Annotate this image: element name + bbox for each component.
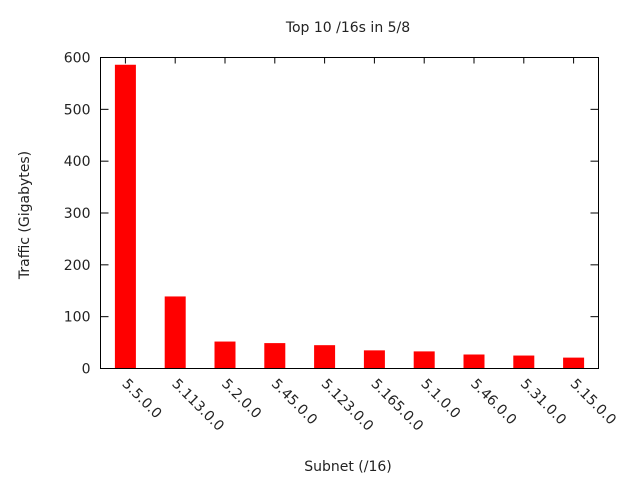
bars bbox=[114, 64, 585, 369]
x-tick-label: 5.45.0.0 bbox=[268, 376, 320, 428]
y-tick-label: 0 bbox=[82, 362, 91, 378]
bar bbox=[164, 296, 186, 369]
x-tick-label: 5.123.0.0 bbox=[318, 376, 377, 435]
y-tick-label: 300 bbox=[64, 206, 91, 222]
x-tick-label: 5.15.0.0 bbox=[567, 376, 619, 428]
plot-frame bbox=[100, 57, 599, 369]
x-tick-label: 5.5.0.0 bbox=[119, 376, 165, 422]
x-tick-label: 5.1.0.0 bbox=[417, 376, 463, 422]
x-tick-label: 5.113.0.0 bbox=[168, 376, 227, 435]
x-tick-label: 5.46.0.0 bbox=[467, 376, 519, 428]
bar bbox=[513, 355, 535, 369]
bar bbox=[363, 350, 385, 369]
x-tick-label: 5.31.0.0 bbox=[517, 376, 569, 428]
bar bbox=[214, 341, 236, 369]
bar bbox=[114, 64, 136, 369]
x-axis-label: Subnet (/16) bbox=[304, 459, 392, 475]
bar bbox=[264, 343, 286, 369]
y-tick-label: 600 bbox=[64, 51, 91, 67]
bar bbox=[314, 345, 336, 369]
y-axis-label: Traffic (Gigabytes) bbox=[17, 151, 33, 280]
x-tick-label: 5.2.0.0 bbox=[218, 376, 264, 422]
axis-ticks: 0 100 200 300 400 500 600 5.5.0.0 5.113.0.05.2.0… bbox=[64, 51, 619, 435]
bar bbox=[563, 357, 585, 369]
y-tick-label: 200 bbox=[64, 258, 91, 274]
y-tick-label: 400 bbox=[64, 154, 91, 170]
y-tick-label: 500 bbox=[64, 102, 91, 118]
bar bbox=[463, 354, 485, 369]
bar bbox=[413, 351, 435, 369]
y-tick-label: 100 bbox=[64, 310, 91, 326]
chart-title: Top 10 /16s in 5/8 bbox=[285, 20, 410, 36]
x-tick-label: 5.165.0.0 bbox=[368, 376, 427, 435]
